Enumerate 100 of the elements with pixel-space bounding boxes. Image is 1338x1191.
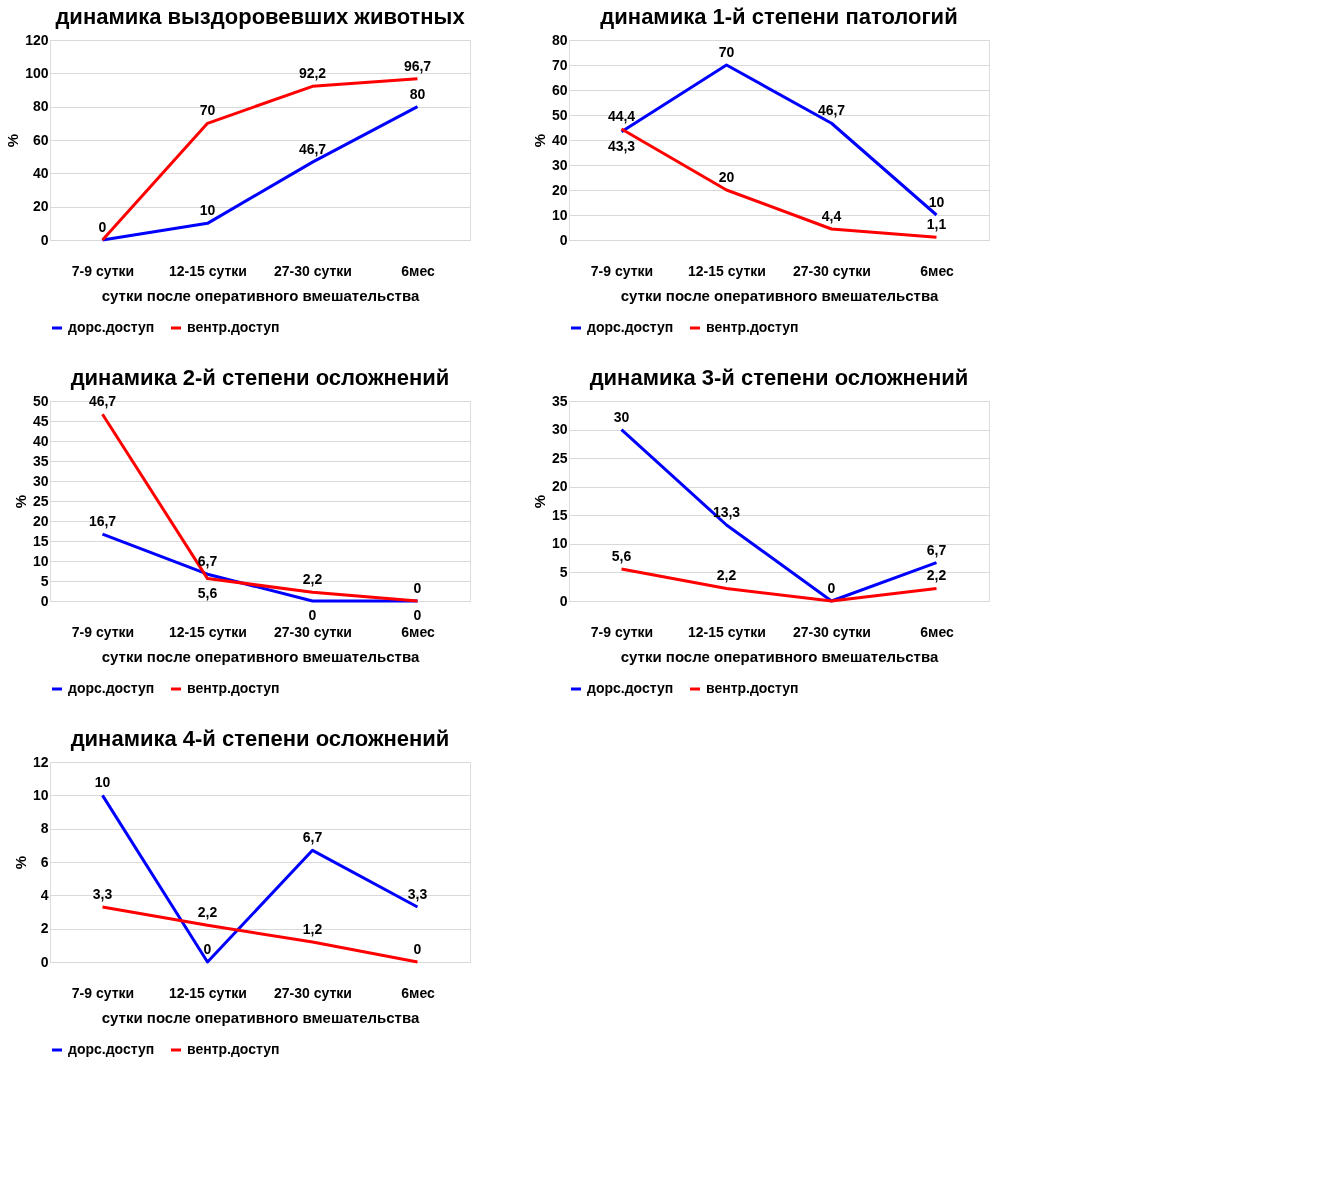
y-tick-label: 40 [32,432,49,449]
data-label: 4,4 [821,208,842,224]
y-tick-label: 0 [40,592,49,609]
data-label: 3,3 [407,886,428,902]
y-tick-label: 0 [40,231,49,248]
data-label: 44,4 [607,108,636,124]
data-label: 46,7 [817,102,846,119]
line-series [101,905,419,964]
y-tick-label: 20 [551,478,568,495]
y-tick-label: 10 [32,786,49,803]
data-label: 70 [718,44,735,60]
y-tick-label: 80 [32,98,49,115]
x-axis-title: сутки после оперативного вмешательства [101,647,420,665]
x-tick-label: 7-9 сутки [71,984,135,1001]
data-label: 6,7 [197,553,218,570]
y-tick-label: 70 [551,56,568,73]
y-axis-title: % [530,133,548,148]
data-label: 70 [199,102,216,119]
legend-label: вентр.доступ [187,680,280,696]
legend-label: дорс.доступ [68,680,155,696]
y-tick-label: 40 [551,131,568,148]
legend-label: вентр.доступ [187,319,280,335]
y-tick-label: 35 [551,392,568,409]
x-axis-title: сутки после оперативного вмешательства [101,286,420,304]
y-tick-label: 0 [559,231,568,248]
y-tick-label: 12 [32,753,49,770]
y-tick-label: 25 [32,492,49,509]
y-tick-label: 6 [40,853,49,870]
y-tick-label: 10 [551,206,568,223]
data-label: 10 [199,202,216,219]
data-label: 20 [718,169,735,185]
x-tick-label: 12-15 сутки [169,262,247,279]
y-tick-label: 20 [551,181,568,198]
y-axis-title: % [11,494,29,509]
y-tick-label: 35 [32,452,49,469]
y-tick-label: 0 [559,592,568,609]
y-axis-title: % [11,855,29,870]
y-tick-label: 100 [25,64,49,81]
legend-label: дорс.доступ [587,319,674,335]
x-tick-label: 6мес [401,984,435,1001]
x-axis-title: сутки после оперативного вмешательства [620,647,939,665]
data-label: 2,2 [197,904,218,921]
y-tick-label: 30 [551,421,568,438]
y-tick-label: 30 [32,472,49,489]
data-label: 1,1 [926,216,947,233]
data-label: 0 [413,607,422,623]
data-label: 16,7 [88,513,117,530]
x-tick-label: 12-15 сутки [688,623,766,640]
data-label: 2,2 [302,571,323,588]
data-label: 1,2 [302,921,323,937]
y-tick-label: 2 [40,920,49,937]
data-label: 0 [308,607,317,623]
y-tick-label: 50 [551,106,568,123]
x-tick-label: 7-9 сутки [71,262,135,279]
legend-label: вентр.доступ [706,680,799,696]
data-label: 10 [928,194,945,210]
legend-label: дорс.доступ [68,1041,155,1057]
y-tick-label: 5 [40,572,49,589]
y-tick-label: 15 [32,532,49,549]
chart-title: динамика 4-й степени осложнений [70,726,450,751]
y-tick-label: 10 [32,552,49,569]
data-label: 13,3 [712,504,741,520]
x-tick-label: 6мес [401,623,435,640]
data-label: 5,6 [197,584,218,601]
data-label: 0 [413,941,422,957]
y-tick-label: 25 [551,449,568,466]
x-tick-label: 27-30 сутки [274,623,352,640]
y-tick-label: 0 [40,953,49,970]
y-tick-label: 10 [551,535,568,552]
data-label: 6,7 [302,829,323,846]
x-tick-label: 6мес [920,262,954,279]
x-tick-label: 27-30 сутки [793,623,871,640]
data-label: 43,3 [607,137,636,154]
x-axis-title: сутки после оперативного вмешательства [101,1008,420,1026]
y-tick-label: 4 [40,886,49,903]
y-axis-title: % [530,494,548,509]
y-tick-label: 120 [25,31,49,48]
data-label: 96,7 [403,57,432,74]
data-label: 92,2 [298,65,327,82]
chart-title: динамика 2-й степени осложнений [70,365,450,390]
legend-label: вентр.доступ [187,1041,280,1057]
data-label: 80 [409,85,426,102]
legend-label: вентр.доступ [706,319,799,335]
line-series [101,105,419,242]
legend-label: дорс.доступ [68,319,155,335]
x-tick-label: 12-15 сутки [688,262,766,279]
x-tick-label: 27-30 сутки [274,262,352,279]
data-label: 2,2 [926,567,947,584]
y-tick-label: 80 [551,31,568,48]
y-tick-label: 50 [32,392,49,409]
data-label: 30 [613,408,630,425]
y-tick-label: 20 [32,198,49,215]
y-tick-label: 5 [559,563,568,580]
data-label: 46,7 [88,393,117,410]
y-tick-label: 20 [32,512,49,529]
data-label: 0 [413,580,422,596]
data-label: 0 [203,941,212,957]
data-label: 46,7 [298,141,327,158]
y-tick-label: 15 [551,506,568,523]
x-tick-label: 6мес [920,623,954,640]
